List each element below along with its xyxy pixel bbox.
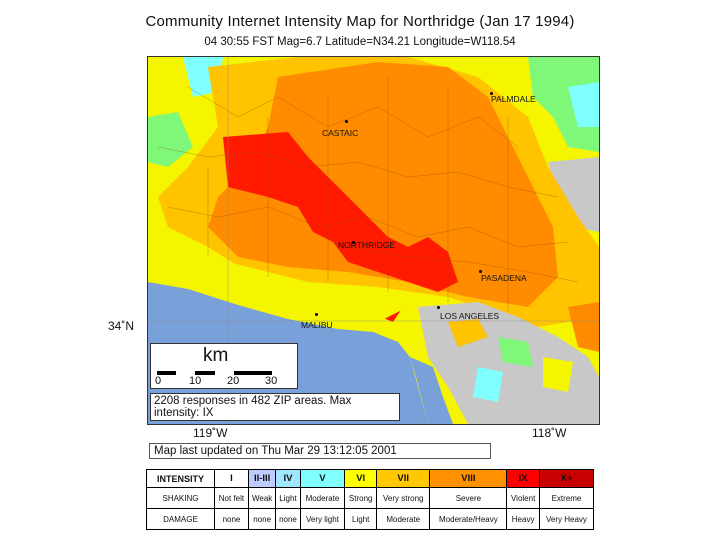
scale-unit: km	[203, 345, 229, 366]
legend-row-label: SHAKING	[146, 487, 215, 509]
legend-intensity-cell: VI	[344, 469, 378, 488]
legend-shaking-cell: Extreme	[538, 487, 595, 509]
legend-shaking-cell: Weak	[247, 487, 277, 509]
legend-shaking-cell: Light	[275, 487, 301, 509]
city-dot-northridge	[352, 241, 355, 244]
city-dot-malibu	[315, 313, 318, 316]
city-label-palmdale[interactable]: PALMDALE	[491, 94, 536, 104]
scale-bar	[157, 371, 272, 375]
last-updated: Map last updated on Thu Mar 29 13:12:05 …	[149, 443, 491, 459]
zone-severe	[208, 62, 558, 307]
legend-damage-cell: Light	[344, 508, 378, 530]
city-label-northridge[interactable]: NORTHRIDGE	[338, 240, 395, 250]
city-dot-palmdale	[490, 92, 493, 95]
scale-segment	[215, 371, 234, 375]
legend-damage-cell: Moderate	[376, 508, 431, 530]
zone-basin-vs-1	[448, 319, 488, 347]
legend-row-damage: DAMAGE none none none Very light Light M…	[146, 508, 595, 530]
scale-bar-box: km 0 10 20 30	[150, 343, 298, 389]
legend-intensity-cell: VIII	[429, 469, 508, 488]
legend-intensity-cell: V	[299, 469, 346, 488]
map-title: Community Internet Intensity Map for Nor…	[145, 13, 575, 30]
lon-label-119w: 119˚W	[193, 426, 228, 440]
legend-intensity-cell: IV	[275, 469, 301, 488]
zone-light-ne	[568, 82, 599, 127]
legend-shaking-cell: Severe	[429, 487, 508, 509]
legend-damage-cell: Moderate/Heavy	[429, 508, 508, 530]
zone-no-data-ne	[548, 157, 599, 232]
scale-tick-0: 0	[155, 375, 162, 387]
legend-shaking-cell: Violent	[506, 487, 540, 509]
legend-row-intensity: INTENSITY I II-III IV V VI VII VIII IX X…	[146, 469, 595, 488]
intensity-legend: INTENSITY I II-III IV V VI VII VIII IX X…	[146, 469, 595, 530]
scale-tick-10: 10	[189, 375, 202, 387]
legend-damage-cell: none	[275, 508, 301, 530]
legend-intensity-cell: II-III	[247, 469, 277, 488]
scale-tick-30: 30	[265, 375, 278, 387]
zone-basin-mod-1	[498, 337, 533, 367]
map-subtitle: 04 30:55 FST Mag=6.7 Latitude=N34.21 Lon…	[204, 36, 516, 48]
scale-tick-20: 20	[227, 375, 240, 387]
lat-label-34n: 34˚N	[108, 319, 135, 333]
legend-damage-cell: none	[214, 508, 249, 530]
city-label-pasadena[interactable]: PASADENA	[481, 273, 527, 283]
zip-boundaries	[157, 77, 579, 312]
legend-shaking-cell: Very strong	[376, 487, 431, 509]
legend-damage-cell: Heavy	[506, 508, 540, 530]
responses-summary: 2208 responses in 482 ZIP areas. Max int…	[150, 393, 400, 421]
ocean-bay	[410, 357, 453, 424]
legend-intensity-cell: VII	[376, 469, 431, 488]
legend-damage-cell: none	[247, 508, 277, 530]
zone-moderate-nw	[148, 112, 193, 167]
city-dot-castaic	[345, 120, 348, 123]
zone-violent-2	[398, 247, 448, 272]
city-dot-los-angeles	[437, 306, 440, 309]
zone-severe-east	[568, 302, 599, 352]
legend-intensity-cell: I	[214, 469, 249, 488]
city-label-malibu[interactable]: MALIBU	[301, 320, 333, 330]
zone-basin-strong-1	[543, 357, 573, 392]
legend-row-label: INTENSITY	[146, 469, 215, 488]
legend-row-label: DAMAGE	[146, 508, 215, 530]
legend-damage-cell: Very Heavy	[538, 508, 595, 530]
lon-label-118w: 118˚W	[532, 426, 567, 440]
legend-shaking-cell: Moderate	[299, 487, 346, 509]
city-dot-pasadena	[479, 270, 482, 273]
city-label-los-angeles[interactable]: LOS ANGELES	[440, 311, 500, 321]
scale-segment	[176, 371, 195, 375]
zone-coast-strong	[148, 252, 408, 322]
legend-intensity-cell: X+	[538, 469, 595, 488]
legend-intensity-cell: IX	[506, 469, 540, 488]
legend-shaking-cell: Strong	[344, 487, 378, 509]
zone-moderate-ne	[528, 57, 599, 152]
city-label-castaic[interactable]: CASTAIC	[322, 128, 359, 138]
zone-basin-light-1	[473, 367, 503, 402]
legend-shaking-cell: Not felt	[214, 487, 249, 509]
legend-damage-cell: Very light	[299, 508, 346, 530]
legend-row-shaking: SHAKING Not felt Weak Light Moderate Str…	[146, 487, 595, 509]
